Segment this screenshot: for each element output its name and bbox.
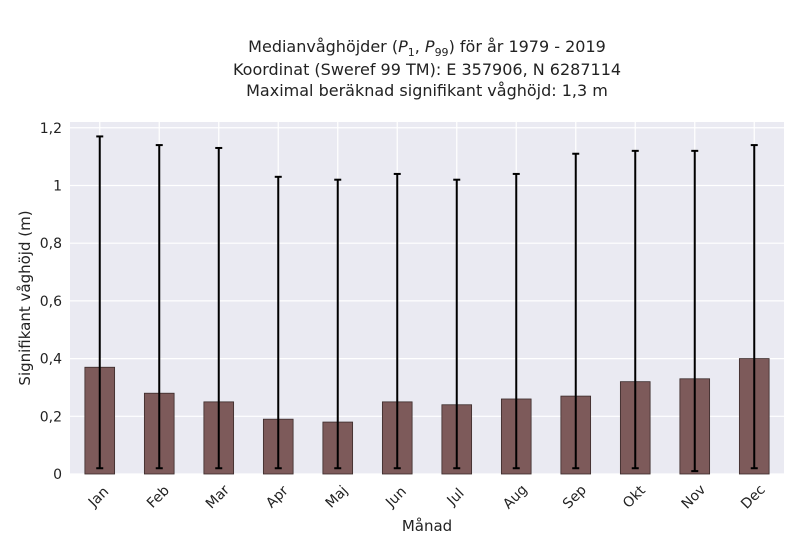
x-tick-label: Dec bbox=[738, 482, 768, 512]
y-tick-label: 1 bbox=[53, 178, 62, 194]
x-tick-label: Okt bbox=[620, 482, 649, 511]
y-axis-label: Signifikant våghöjd (m) bbox=[16, 210, 34, 385]
y-tick-label: 0,6 bbox=[40, 294, 62, 310]
x-axis-label: Månad bbox=[402, 517, 452, 535]
y-tick-label: 1,2 bbox=[40, 121, 62, 137]
error-bars bbox=[96, 135, 758, 473]
y-axis-ticks: 0 0,2 0,4 0,6 0,8 1 1,2 bbox=[40, 121, 62, 483]
x-tick-label: Feb bbox=[144, 483, 173, 512]
x-tick-label: Jun bbox=[382, 484, 409, 511]
x-tick-label: Apr bbox=[263, 483, 292, 512]
y-tick-label: 0,8 bbox=[40, 236, 62, 252]
x-tick-label: Sep bbox=[560, 482, 590, 512]
x-tick-label: Aug bbox=[500, 482, 531, 513]
chart-title: Medianvåghöjder (P1, P99) för år 1979 - … bbox=[233, 37, 621, 100]
x-tick-label: Jul bbox=[444, 486, 468, 510]
y-tick-label: 0 bbox=[53, 467, 62, 483]
x-tick-label: Jan bbox=[85, 484, 112, 511]
chart-title-line-3: Maximal beräknad signifikant våghöjd: 1,… bbox=[246, 81, 608, 100]
y-tick-label: 0,4 bbox=[40, 352, 62, 368]
x-tick-label: Mar bbox=[203, 482, 233, 512]
plot-area bbox=[70, 122, 784, 474]
chart-title-line-2: Koordinat (Sweref 99 TM): E 357906, N 62… bbox=[233, 60, 621, 79]
y-tick-label: 0,2 bbox=[40, 409, 62, 425]
x-axis-ticks: Jan Feb Mar Apr Maj Jun Jul Aug Sep Okt Nov Dec bbox=[85, 482, 769, 513]
chart-title-line-1: Medianvåghöjder (P1, P99) för år 1979 - … bbox=[248, 37, 606, 59]
x-tick-label: Nov bbox=[679, 482, 710, 513]
x-tick-label: Maj bbox=[323, 483, 352, 512]
